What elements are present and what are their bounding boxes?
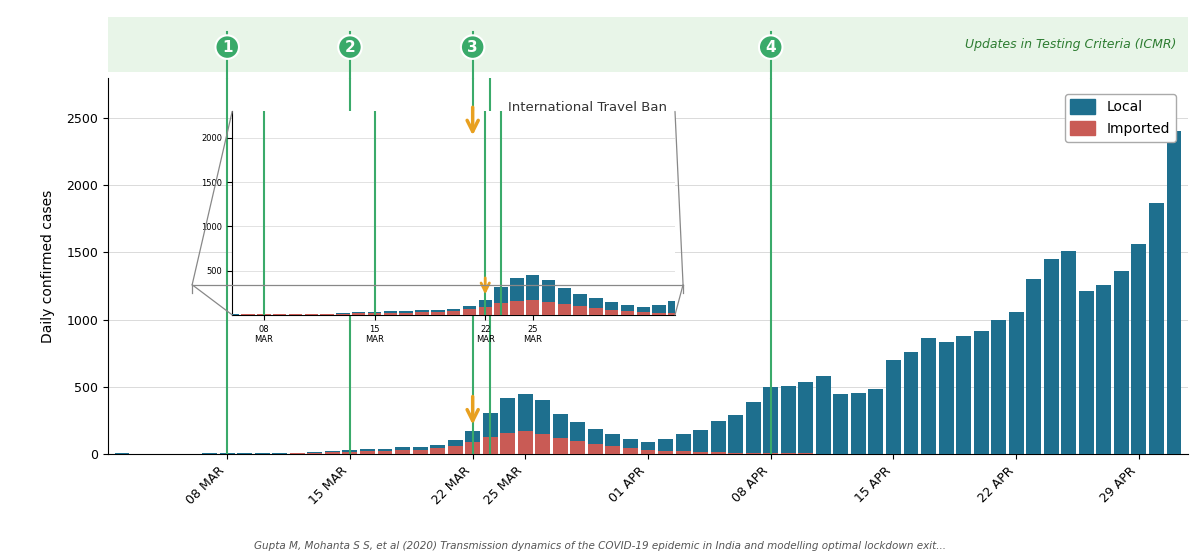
Bar <box>869 389 883 454</box>
Bar <box>1114 271 1129 454</box>
Bar <box>535 401 551 434</box>
Bar <box>466 432 480 442</box>
Bar <box>307 453 323 454</box>
Bar <box>272 453 287 454</box>
Bar <box>448 440 462 445</box>
Bar <box>973 331 989 454</box>
Bar <box>413 447 427 449</box>
Bar <box>1061 251 1076 454</box>
Bar <box>763 387 778 453</box>
Bar <box>710 452 726 454</box>
Bar <box>798 382 814 454</box>
Text: 2: 2 <box>344 39 355 55</box>
Text: International Travel Ban: International Travel Ban <box>508 101 667 114</box>
Bar <box>816 376 830 454</box>
Bar <box>606 446 620 454</box>
Bar <box>922 338 936 454</box>
Bar <box>360 449 374 451</box>
Bar <box>641 442 655 449</box>
Bar <box>1132 244 1146 454</box>
Bar <box>1097 285 1111 454</box>
Legend: Local, Imported: Local, Imported <box>1064 94 1176 142</box>
Bar <box>1044 259 1058 454</box>
Bar <box>623 439 638 448</box>
Bar <box>553 438 568 454</box>
Bar <box>781 386 796 454</box>
Text: Gupta M, Mohanta S S, et al (2020) Transmission dynamics of the COVID-19 epidemi: Gupta M, Mohanta S S, et al (2020) Trans… <box>254 541 946 551</box>
Bar <box>606 434 620 446</box>
Bar <box>378 451 392 454</box>
Bar <box>676 434 690 452</box>
Bar <box>518 432 533 454</box>
Bar <box>728 415 743 453</box>
Bar <box>938 342 954 454</box>
Bar <box>1148 203 1164 454</box>
Bar <box>728 453 743 454</box>
Bar <box>482 413 498 437</box>
Bar <box>413 449 427 454</box>
Bar <box>956 336 971 454</box>
Bar <box>1166 131 1182 454</box>
Bar <box>430 448 445 454</box>
Bar <box>378 449 392 451</box>
Bar <box>623 448 638 454</box>
Bar <box>694 430 708 452</box>
Text: 4: 4 <box>766 39 776 55</box>
Bar <box>991 320 1006 454</box>
Text: Updates in Testing Criteria (ICMR): Updates in Testing Criteria (ICMR) <box>965 38 1176 51</box>
Bar <box>676 452 690 454</box>
Bar <box>1079 291 1093 454</box>
Bar <box>342 452 358 454</box>
Bar <box>570 422 586 441</box>
Bar <box>448 445 462 454</box>
Bar <box>342 450 358 452</box>
Bar <box>745 402 761 453</box>
Bar <box>694 452 708 454</box>
Bar <box>886 360 901 454</box>
Bar <box>641 449 655 454</box>
Bar <box>851 393 866 454</box>
Bar <box>1026 279 1042 454</box>
Bar <box>904 352 918 454</box>
Y-axis label: Daily confirmed cases: Daily confirmed cases <box>41 189 55 342</box>
Bar <box>745 453 761 454</box>
Bar <box>763 453 778 454</box>
Bar <box>360 451 374 454</box>
Bar <box>325 452 340 454</box>
Bar <box>710 421 726 452</box>
Bar <box>553 414 568 438</box>
Bar <box>482 437 498 454</box>
Text: 3: 3 <box>467 39 478 55</box>
Bar <box>430 445 445 448</box>
Bar <box>500 433 515 454</box>
Bar <box>570 441 586 454</box>
Bar <box>588 429 602 444</box>
Bar <box>834 394 848 454</box>
Bar <box>466 442 480 454</box>
Bar <box>588 444 602 454</box>
Bar <box>325 450 340 452</box>
Bar <box>395 449 410 454</box>
Bar <box>395 447 410 449</box>
Bar <box>290 453 305 454</box>
Bar <box>1009 312 1024 454</box>
Bar <box>307 452 323 453</box>
Bar <box>500 398 515 433</box>
Bar <box>535 434 551 454</box>
Bar <box>518 394 533 432</box>
Bar <box>658 451 673 454</box>
Text: 1: 1 <box>222 39 233 55</box>
Bar <box>658 439 673 451</box>
